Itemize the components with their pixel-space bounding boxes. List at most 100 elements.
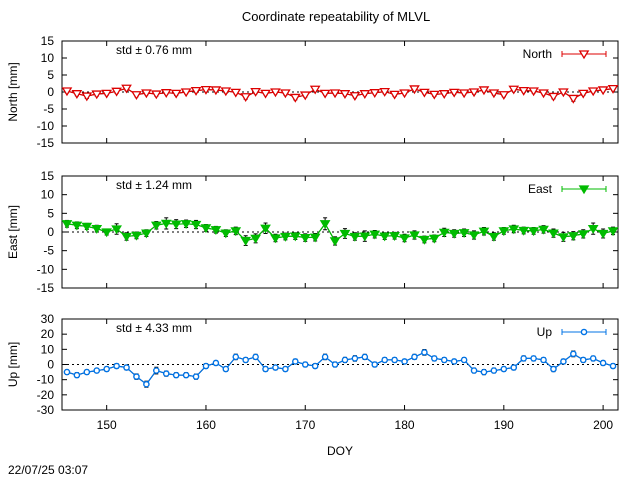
data-point	[389, 90, 400, 100]
y-tick-label: 0	[47, 358, 54, 372]
data-point	[359, 232, 371, 242]
data-point	[180, 220, 192, 230]
data-point	[121, 84, 132, 94]
data-point	[331, 361, 339, 368]
data-point	[381, 356, 388, 364]
data-point	[518, 226, 530, 236]
data-point	[401, 358, 408, 365]
data-point	[180, 88, 192, 98]
x-tick-label: 160	[196, 418, 216, 432]
data-point	[409, 231, 420, 241]
y-axis-label: East [mm]	[6, 205, 20, 259]
y-tick-label: -30	[37, 403, 55, 417]
data-point	[438, 90, 450, 99]
data-point	[190, 86, 202, 96]
data-point	[63, 368, 71, 376]
data-point	[577, 89, 589, 99]
data-point	[250, 234, 261, 244]
data-point	[438, 228, 450, 238]
data-point	[480, 368, 488, 376]
data-point	[478, 227, 490, 237]
data-point	[558, 88, 569, 98]
legend-marker	[578, 50, 590, 60]
data-point	[589, 355, 597, 362]
data-point	[399, 89, 410, 99]
data-point	[450, 358, 458, 365]
data-point	[282, 365, 289, 373]
data-point	[150, 90, 162, 100]
data-point	[309, 85, 321, 95]
data-point	[81, 222, 93, 232]
data-point	[458, 229, 470, 239]
std-label: std ± 4.33 mm	[116, 321, 192, 335]
data-point	[448, 88, 460, 98]
data-point	[280, 232, 291, 242]
data-point	[548, 92, 559, 102]
y-tick-label: 10	[41, 51, 55, 65]
y-tick-label: 5	[47, 68, 54, 82]
timestamp: 22/07/25 03:07	[8, 463, 88, 477]
chart-title: Coordinate repeatability of MLVL	[242, 9, 430, 24]
data-point	[143, 380, 150, 388]
data-point	[508, 225, 520, 235]
data-point	[61, 87, 73, 97]
data-point	[190, 220, 202, 230]
data-point	[468, 231, 480, 241]
data-point	[182, 371, 190, 379]
data-point	[440, 356, 448, 364]
data-point	[301, 361, 309, 368]
y-tick-label: 30	[41, 312, 55, 326]
data-point	[411, 353, 418, 361]
data-point	[172, 371, 180, 379]
data-point	[369, 89, 381, 98]
panel-1: -15 -10 -5 0 5 10 15 North [mm] std ± 0.76 mm Nor…	[6, 34, 619, 150]
data-point	[260, 89, 271, 99]
data-point	[597, 229, 609, 239]
data-point	[570, 350, 577, 358]
data-point	[359, 90, 371, 99]
data-point	[103, 365, 110, 373]
data-point	[230, 88, 242, 98]
data-point	[599, 359, 607, 367]
data-point	[91, 224, 103, 234]
data-point	[329, 89, 341, 99]
data-point	[369, 230, 381, 240]
data-point	[609, 362, 617, 370]
data-point	[280, 89, 291, 99]
data-point	[428, 234, 440, 244]
data-point	[379, 88, 391, 97]
data-point	[458, 89, 470, 99]
data-point	[558, 233, 569, 243]
y-tick-label: -10	[37, 262, 55, 276]
data-point	[289, 232, 301, 242]
data-point	[409, 85, 420, 95]
data-point	[339, 229, 351, 239]
data-point	[292, 358, 299, 365]
data-point	[538, 89, 549, 99]
y-tick-label: -10	[37, 119, 55, 133]
data-point	[71, 90, 83, 99]
data-point	[587, 224, 599, 234]
data-point	[389, 232, 400, 241]
data-point	[250, 88, 261, 97]
data-point	[319, 220, 331, 230]
data-point	[399, 234, 410, 244]
data-point	[391, 356, 398, 364]
data-point	[361, 353, 369, 361]
data-point	[260, 224, 271, 234]
y-tick-label: -5	[43, 102, 54, 116]
y-tick-label: -10	[37, 373, 55, 387]
data-point	[262, 365, 269, 373]
data-point	[212, 359, 220, 367]
data-point	[220, 87, 232, 97]
data-point	[150, 221, 162, 231]
data-point	[141, 89, 152, 99]
legend-label: Up	[537, 325, 553, 339]
data-point	[518, 86, 530, 96]
data-point	[319, 89, 331, 99]
x-axis-label: DOY	[327, 444, 353, 458]
data-point	[341, 356, 349, 364]
data-point	[567, 232, 579, 241]
